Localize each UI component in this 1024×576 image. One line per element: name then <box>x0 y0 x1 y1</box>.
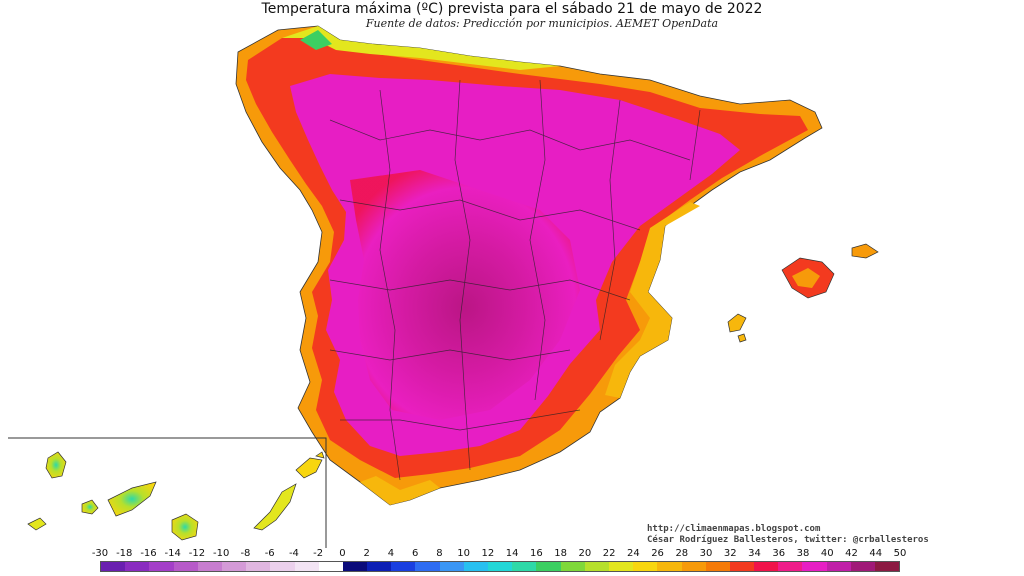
map-title: Temperatura máxima (ºC) prevista para el… <box>261 1 763 17</box>
legend-swatch <box>681 562 706 571</box>
legend-tick-label: -6 <box>264 548 275 559</box>
legend-swatch <box>173 562 198 571</box>
legend-tick-label: 2 <box>363 548 370 559</box>
credits-url: http://climaenmapas.blogspot.com <box>647 524 821 534</box>
legend-tick-label: 10 <box>457 548 470 559</box>
legend-swatch <box>439 562 464 571</box>
map-subtitle: Fuente de datos: Predicción por municipi… <box>365 17 719 30</box>
legend-color-bar <box>100 561 900 572</box>
legend-tick-label: 44 <box>869 548 883 559</box>
legend-swatch <box>197 562 222 571</box>
legend-tick-label: 30 <box>699 548 713 559</box>
legend-tick-label: -18 <box>116 548 133 559</box>
legend-tick-label: 28 <box>675 548 689 559</box>
legend-tick-label: 20 <box>578 548 592 559</box>
legend-swatch <box>560 562 585 571</box>
legend-tick-label: 14 <box>505 548 519 559</box>
legend-swatch <box>850 562 875 571</box>
legend-swatch <box>294 562 319 571</box>
legend-tick-label: -16 <box>140 548 157 559</box>
legend-swatch <box>342 562 368 571</box>
legend-tick-label: 38 <box>796 548 810 559</box>
legend-tick-label: 8 <box>436 548 443 559</box>
balearic-islands <box>727 243 879 343</box>
legend-swatch <box>608 562 634 571</box>
legend-tick-label: -10 <box>213 548 230 559</box>
legend-tick-label: 18 <box>554 548 567 559</box>
legend-swatch <box>729 562 755 571</box>
legend-swatch <box>463 562 488 571</box>
legend-tick-label: 34 <box>748 548 761 559</box>
legend-swatch <box>270 562 295 571</box>
legend-swatch <box>875 562 900 571</box>
legend-swatch <box>536 562 561 571</box>
legend-swatch <box>802 562 827 571</box>
legend-swatch <box>125 562 150 571</box>
legend-swatch <box>705 562 730 571</box>
legend-tick-label: -4 <box>288 548 299 559</box>
legend-tick-label: 16 <box>529 548 543 559</box>
legend-swatch <box>318 562 343 571</box>
legend-swatch <box>657 562 682 571</box>
legend-tick-labels: -30 -18 -16 -14 -12 -10 -8 -6 -4 -2 0 2 4 6 8 10 12 14 16 1… <box>0 548 1024 560</box>
legend-swatch <box>778 562 803 571</box>
legend-swatch <box>221 562 247 571</box>
legend-tick-label: 22 <box>602 548 616 559</box>
legend-tick-label: -2 <box>313 548 324 559</box>
legend-swatch <box>246 562 271 571</box>
legend-tick-label: 4 <box>387 548 395 559</box>
legend-tick-label: 12 <box>481 548 495 559</box>
legend-swatch <box>101 562 126 571</box>
legend-swatch <box>826 562 851 571</box>
credits: http://climaenmapas.blogspot.com César R… <box>647 524 929 546</box>
legend-swatch <box>149 562 174 571</box>
legend-swatch <box>512 562 537 571</box>
legend-tick-label: 6 <box>411 548 419 559</box>
legend-tick-label: 42 <box>845 548 858 559</box>
legend-swatch <box>415 562 440 571</box>
legend-tick-label: 36 <box>772 548 786 559</box>
legend-tick-label: 24 <box>626 548 640 559</box>
legend-tick-label: -30 <box>91 548 109 559</box>
legend-tick-label: 40 <box>820 548 834 559</box>
legend-tick-label: 32 <box>723 548 737 559</box>
legend-swatch <box>367 562 392 571</box>
legend-swatch <box>754 562 779 571</box>
legend-tick-label: 26 <box>651 548 664 559</box>
peninsula-shape <box>235 25 823 506</box>
legend-swatch <box>488 562 513 571</box>
legend-tick-label: 50 <box>893 548 907 559</box>
legend-swatch <box>633 562 658 571</box>
legend-tick-label: 0 <box>339 548 346 559</box>
legend-swatch <box>391 562 416 571</box>
canary-inset <box>8 437 327 548</box>
credits-author: César Rodríguez Ballesteros, twitter: @c… <box>647 535 929 545</box>
legend-tick-label: -8 <box>240 548 251 559</box>
legend-swatch <box>584 562 609 571</box>
legend-tick-label: -14 <box>164 548 181 559</box>
legend-tick-label: -12 <box>188 548 206 559</box>
